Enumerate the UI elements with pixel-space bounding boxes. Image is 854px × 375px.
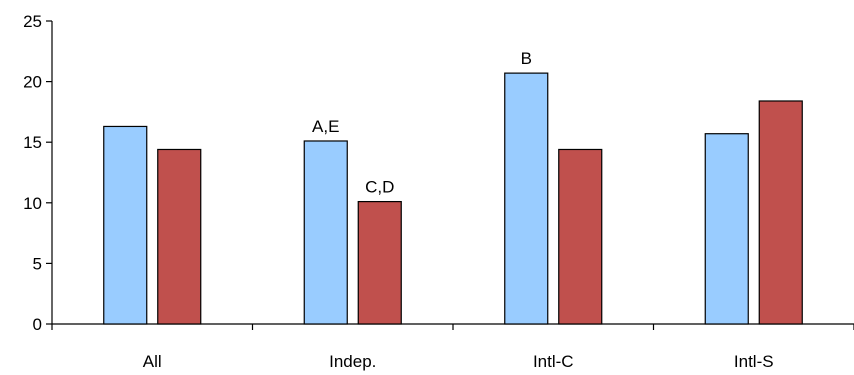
bar bbox=[103, 125, 148, 325]
bar bbox=[558, 148, 603, 325]
bar-annotation: C,D bbox=[365, 178, 394, 197]
data-labels: A,E C,D B bbox=[312, 49, 532, 196]
y-tick-label: 5 bbox=[33, 254, 42, 273]
y-tick-label: 10 bbox=[23, 194, 42, 213]
y-tick-label: 20 bbox=[23, 73, 42, 92]
x-category-label: Intl-S bbox=[734, 352, 774, 371]
y-axis: 0 5 10 15 20 25 bbox=[23, 12, 53, 334]
bar bbox=[704, 133, 749, 325]
bar-annotation: A,E bbox=[312, 117, 339, 136]
y-tick-label: 25 bbox=[23, 12, 42, 31]
x-axis: All Indep. Intl-C Intl-S bbox=[51, 323, 854, 371]
x-category-label: Intl-C bbox=[533, 352, 574, 371]
x-category-label: Indep. bbox=[329, 352, 376, 371]
bar bbox=[758, 100, 803, 325]
bar bbox=[157, 148, 202, 325]
bars bbox=[103, 72, 803, 325]
y-tick-label: 15 bbox=[23, 133, 42, 152]
bar bbox=[504, 72, 549, 325]
x-category-label: All bbox=[143, 352, 162, 371]
y-tick-label: 0 bbox=[33, 315, 42, 334]
bar-annotation: B bbox=[521, 49, 532, 68]
bar bbox=[303, 140, 348, 325]
bar bbox=[357, 200, 402, 325]
